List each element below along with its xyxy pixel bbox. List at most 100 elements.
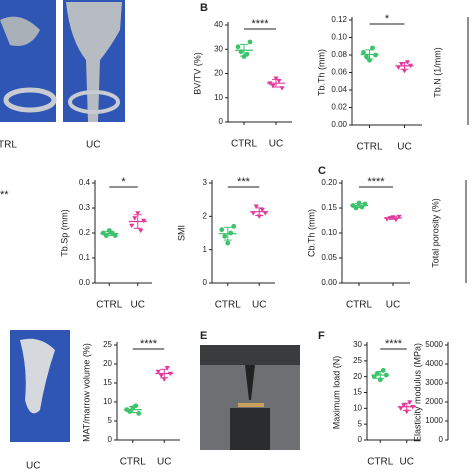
y-tick-label: 5 [108,416,113,425]
data-point [407,63,414,69]
bone-render [0,16,40,46]
y-tick-label: 0 [219,117,224,126]
photo-part [245,365,255,400]
data-point [141,218,147,224]
significance: **** [385,338,403,350]
data-point [401,68,408,74]
significance: * [121,176,126,188]
data-point [167,371,173,377]
y-tick-label: 10 [103,397,112,406]
x-tick-label: CTRL [356,142,383,153]
data-point [356,200,362,206]
x-tick-label: UC [157,457,171,468]
data-point [364,54,369,60]
y-tick-label: 1 [203,245,208,254]
data-point [270,83,276,89]
data-point [279,86,285,91]
y-tick-label: 30 [353,340,362,349]
y-tick-label: 3 [203,178,208,187]
data-point [247,39,253,45]
y-tick-label: 20 [214,69,223,78]
y-tick-label: 0.3 [79,203,91,212]
bone-render [3,87,57,113]
y-tick-label: 0.15 [321,203,337,212]
x-tick-label: UC [252,300,266,311]
y-tick-label: 0.08 [331,50,347,59]
photo-part [230,408,270,450]
image-label: UC [26,461,40,472]
data-point [407,400,413,405]
y-tick-label: 0.05 [321,253,337,262]
data-point [256,214,262,219]
data-point [383,372,389,378]
y-tick-label: 2 [203,211,208,220]
x-tick-label: UC [400,457,414,468]
bone-render [68,90,120,114]
data-point [273,76,279,81]
y-tick-label: 25 [353,356,362,365]
image-label: UC [86,140,100,151]
y-tick-label: 20 [103,359,112,368]
y-axis-label: Elasticity modulus (MPa) [412,343,422,442]
y-tick-label: 0.10 [331,33,347,42]
y-tick-label: 0.02 [331,103,347,112]
data-point [384,217,390,222]
data-point [235,44,241,50]
x-tick-label: UC [386,300,400,311]
y-tick-label: 0.0 [79,278,91,287]
y-tick-label: 15 [353,388,362,397]
panel-label: C [318,165,326,177]
data-point [253,204,259,209]
y-tick-label: 0.00 [321,278,337,287]
data-point [238,49,244,55]
x-tick-label: UC [397,142,411,153]
x-tick-label: CTRL [231,139,258,150]
y-tick-label: 0.12 [331,15,347,24]
data-point [380,367,386,373]
data-point [155,369,161,375]
y-tick-label: 0.2 [79,228,91,237]
data-point [359,204,365,210]
x-tick-label: CTRL [346,300,373,311]
y-tick-label: 5 [358,419,363,428]
y-tick-label: 10 [214,93,223,102]
y-tick-label: 10 [353,403,362,412]
data-point [225,240,231,246]
y-tick-label: 20 [353,372,362,381]
data-point [158,373,164,378]
y-axis-label: Cb.Th (mm) [306,209,316,257]
y-tick-label: 30 [214,44,223,53]
data-point [129,223,135,229]
data-point [164,366,170,371]
data-point [161,377,167,382]
data-point [395,65,402,70]
y-tick-label: 0 [203,278,208,287]
data-point [353,205,359,211]
data-point [127,409,133,414]
y-tick-label: 0.00 [331,120,347,129]
photo-part [200,345,300,365]
y-tick-label: 0.20 [321,178,337,187]
y-tick-label: 25 [103,340,112,349]
y-axis-label: SMI [176,225,186,241]
data-point [377,377,383,383]
significance: **** [251,18,269,30]
y-axis-label: Tb.N (1/mm) [432,47,442,98]
significance: *** [237,176,251,188]
significance: **** [367,176,385,188]
image-label: TRL [0,140,17,151]
data-point [133,403,139,409]
y-tick-label: 0.4 [79,178,91,187]
x-tick-label: CTRL [367,457,394,468]
data-point [276,78,282,84]
panel-label: B [200,2,208,14]
data-point [404,60,411,65]
x-tick-label: UC [269,139,283,150]
bone-render [66,2,122,122]
y-tick-label: 0.06 [331,68,347,77]
y-tick-label: 3000 [425,378,443,387]
data-point [390,215,396,220]
data-point [362,201,368,207]
data-point [259,207,265,213]
data-point [222,233,228,239]
